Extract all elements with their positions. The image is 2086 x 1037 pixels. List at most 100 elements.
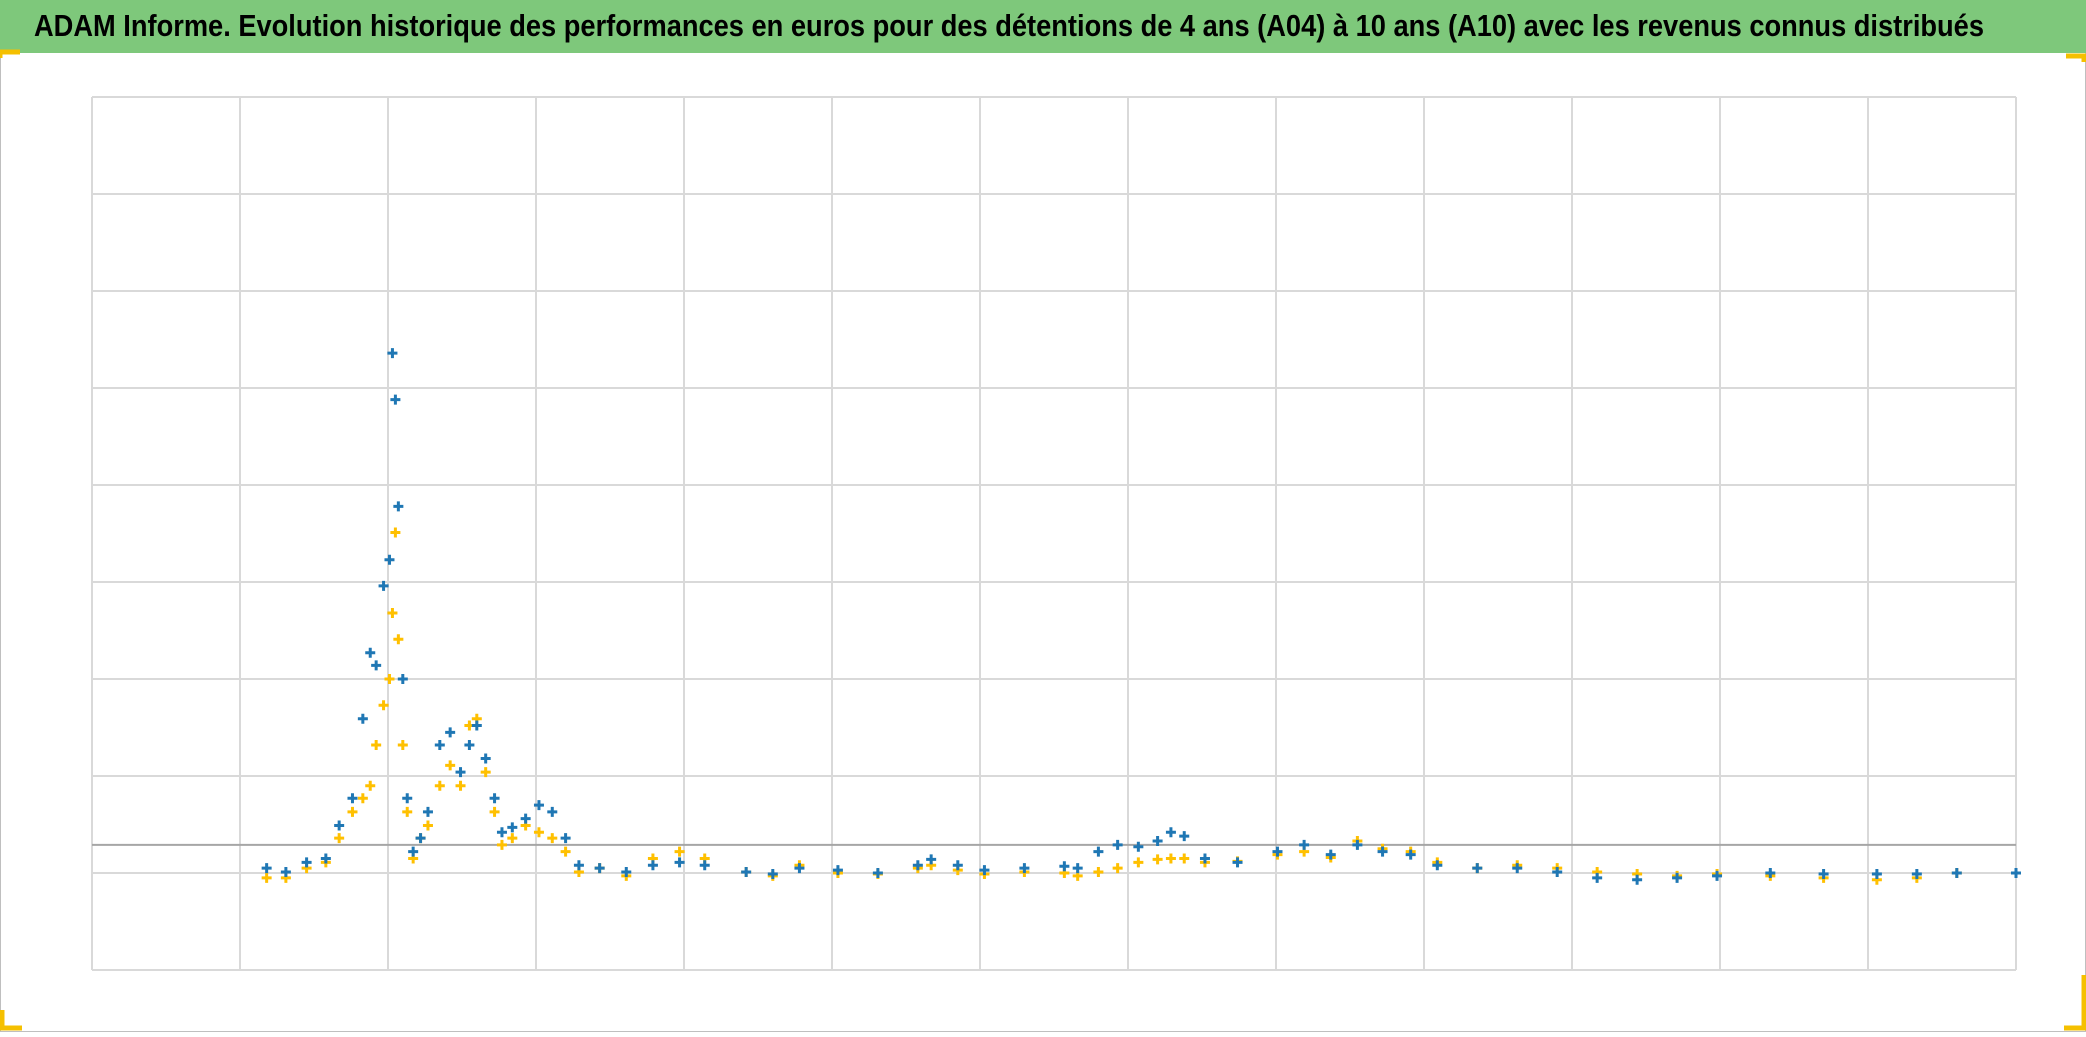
point-marker	[1325, 849, 1336, 860]
series	[261, 348, 2021, 885]
point-marker	[1432, 860, 1443, 871]
point-marker	[1765, 868, 1776, 878]
point-marker	[1072, 863, 1083, 874]
point-marker	[1133, 841, 1144, 852]
point-marker	[1951, 868, 1962, 878]
point-marker	[952, 860, 963, 871]
point-marker	[1911, 868, 1922, 879]
point-marker	[390, 527, 401, 538]
point-marker	[560, 833, 571, 844]
point-marker	[371, 739, 382, 750]
point-marker	[1712, 870, 1723, 881]
point-marker	[480, 767, 491, 778]
point-marker	[445, 727, 456, 738]
point-marker	[1299, 839, 1310, 850]
point-marker	[261, 872, 272, 883]
point-marker	[1165, 853, 1176, 864]
point-marker	[1093, 846, 1104, 857]
point-marker	[547, 833, 558, 844]
point-marker	[408, 846, 419, 857]
point-marker	[594, 863, 605, 874]
point-marker	[507, 822, 518, 833]
corner-accent	[0, 49, 20, 58]
point-marker	[387, 608, 398, 619]
point-marker	[1179, 831, 1190, 842]
point-marker	[699, 860, 710, 871]
point-marker	[387, 348, 398, 359]
point-marker	[741, 867, 752, 878]
point-marker	[334, 820, 345, 831]
point-marker	[1592, 872, 1603, 883]
point-marker	[415, 833, 426, 844]
point-marker	[455, 767, 466, 778]
point-marker	[402, 793, 413, 804]
point-marker	[464, 739, 475, 750]
point-marker	[1871, 868, 1882, 879]
point-marker	[280, 867, 291, 878]
point-marker	[378, 700, 389, 711]
point-marker	[1179, 853, 1190, 864]
point-marker	[1232, 857, 1243, 868]
point-marker	[1472, 863, 1483, 874]
point-marker	[496, 827, 507, 838]
point-marker	[1152, 854, 1163, 865]
point-marker	[1272, 846, 1283, 857]
point-marker	[480, 753, 491, 764]
point-marker	[1632, 874, 1643, 885]
grid	[91, 96, 2017, 971]
point-marker	[1152, 835, 1163, 846]
point-marker	[301, 857, 312, 868]
point-marker	[489, 793, 500, 804]
point-marker	[1352, 839, 1363, 850]
plot	[261, 348, 2021, 885]
point-marker	[455, 780, 466, 791]
point-marker	[496, 839, 507, 850]
point-marker	[926, 854, 937, 865]
point-marker	[1405, 849, 1416, 860]
point-marker	[1059, 861, 1070, 872]
point-marker	[547, 806, 558, 817]
point-marker	[371, 660, 382, 671]
corner-accent	[2066, 53, 2086, 62]
title-bar	[0, 0, 2086, 53]
point-marker	[365, 647, 376, 658]
point-marker	[393, 501, 404, 512]
point-marker	[1552, 867, 1563, 878]
point-marker	[912, 860, 923, 871]
point-marker	[1093, 867, 1104, 878]
corner-accent	[2064, 975, 2086, 1031]
point-marker	[334, 833, 345, 844]
point-marker	[1512, 863, 1523, 874]
point-marker	[1133, 857, 1144, 868]
point-marker	[397, 739, 408, 750]
point-marker	[445, 760, 456, 771]
point-marker	[1019, 863, 1030, 874]
point-marker	[397, 674, 408, 684]
point-marker	[621, 867, 632, 878]
point-marker	[767, 868, 778, 879]
point-marker	[674, 846, 685, 857]
point-marker	[1112, 839, 1123, 850]
point-marker	[647, 860, 658, 871]
point-marker	[1112, 863, 1123, 874]
point-marker	[347, 793, 358, 804]
point-marker	[507, 833, 518, 844]
point-marker	[674, 857, 685, 868]
point-marker	[1818, 868, 1829, 879]
point-marker	[872, 868, 883, 878]
point-marker	[384, 554, 395, 565]
point-marker	[1165, 827, 1176, 838]
point-marker	[402, 806, 413, 817]
point-marker	[794, 863, 805, 874]
point-marker	[489, 806, 500, 817]
point-marker	[422, 806, 433, 817]
point-marker	[979, 865, 990, 876]
point-marker	[357, 713, 368, 724]
point-marker	[261, 863, 272, 874]
point-marker	[434, 739, 445, 750]
point-marker	[471, 720, 482, 731]
point-marker	[320, 853, 331, 864]
point-marker	[378, 580, 389, 591]
